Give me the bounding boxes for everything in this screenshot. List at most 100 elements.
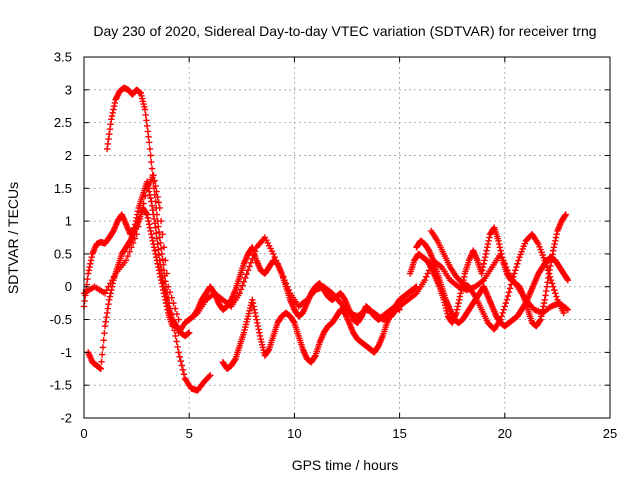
data-point — [175, 349, 182, 356]
data-point — [105, 301, 112, 308]
data-point — [126, 248, 133, 255]
data-point — [282, 280, 290, 287]
y-tick-label: 1 — [65, 214, 72, 229]
data-point — [144, 214, 152, 222]
data-point — [176, 353, 183, 360]
data-point — [542, 287, 550, 295]
data-point — [155, 199, 162, 206]
data-point — [497, 316, 504, 323]
data-point — [484, 240, 492, 248]
data-point — [424, 270, 431, 277]
data-point — [114, 92, 121, 99]
data-point — [101, 330, 108, 337]
satellite-track-7 — [219, 283, 420, 372]
chart-title: Day 230 of 2020, Sidereal Day-to-day VTE… — [93, 23, 596, 39]
data-point — [274, 260, 281, 267]
data-point — [103, 309, 111, 317]
data-point — [277, 267, 284, 274]
y-tick-label: 3.5 — [54, 50, 72, 65]
data-point — [256, 329, 263, 336]
data-point — [540, 299, 548, 307]
data-point — [148, 198, 155, 205]
data-point — [153, 235, 161, 242]
data-point — [108, 112, 116, 120]
data-point — [512, 267, 519, 274]
y-tick-label: 2 — [65, 148, 72, 163]
data-point — [504, 292, 512, 300]
data-point — [152, 250, 159, 258]
data-point — [495, 237, 502, 244]
data-point — [538, 313, 545, 320]
x-tick-label: 20 — [498, 426, 512, 441]
data-point — [244, 267, 252, 274]
data-point — [553, 231, 560, 238]
data-point — [542, 260, 550, 267]
data-point — [479, 278, 486, 285]
data-point — [544, 267, 552, 274]
data-point — [142, 111, 149, 119]
data-point — [86, 263, 93, 271]
data-point — [178, 362, 186, 369]
data-point — [507, 281, 515, 288]
data-point — [144, 128, 152, 135]
data-point — [552, 290, 559, 297]
data-point — [163, 270, 170, 277]
data-point — [173, 338, 180, 345]
x-axis-label: GPS time / hours — [292, 457, 399, 473]
data-point — [113, 93, 121, 101]
data-point — [150, 244, 158, 251]
data-point — [147, 194, 154, 202]
data-point — [549, 283, 557, 290]
data-point — [553, 293, 560, 300]
data-point — [250, 251, 257, 259]
data-point — [485, 237, 492, 244]
data-point — [236, 290, 243, 297]
data-point — [549, 247, 557, 254]
data-point — [143, 210, 150, 217]
data-point — [87, 260, 94, 267]
data-point — [153, 257, 161, 264]
data-point — [543, 283, 551, 290]
data-point — [510, 273, 517, 281]
data-point — [154, 260, 161, 267]
data-point — [552, 237, 559, 244]
data-point — [122, 257, 130, 264]
data-point — [311, 353, 318, 360]
data-point — [539, 306, 546, 313]
data-point — [546, 273, 554, 281]
data-point — [161, 293, 168, 300]
data-point — [499, 309, 506, 317]
y-tick-label: -2 — [60, 411, 72, 426]
satellite-track-4 — [80, 171, 182, 323]
data-point — [231, 356, 238, 364]
data-point — [108, 276, 116, 284]
data-point — [133, 231, 140, 238]
data-point — [541, 296, 548, 304]
data-point — [205, 373, 213, 380]
data-point — [545, 270, 553, 277]
data-point — [99, 351, 106, 358]
data-point — [107, 290, 114, 297]
data-point — [552, 234, 560, 241]
data-point — [160, 244, 168, 251]
data-point — [143, 211, 151, 218]
data-point — [146, 224, 154, 231]
data-point — [495, 240, 503, 248]
satellite-track-2 — [80, 178, 193, 340]
data-point — [481, 253, 489, 261]
data-point — [107, 280, 114, 287]
data-point — [159, 283, 166, 290]
data-point — [148, 165, 156, 172]
data-point — [146, 221, 153, 228]
data-point — [265, 346, 272, 354]
data-point — [113, 95, 120, 102]
data-point — [146, 191, 154, 199]
data-point — [160, 286, 167, 294]
data-point — [538, 309, 546, 317]
data-point — [515, 257, 522, 264]
data-point — [152, 182, 159, 190]
data-point — [124, 252, 132, 260]
data-point — [157, 217, 165, 225]
data-point — [110, 273, 118, 281]
data-point — [153, 253, 160, 261]
